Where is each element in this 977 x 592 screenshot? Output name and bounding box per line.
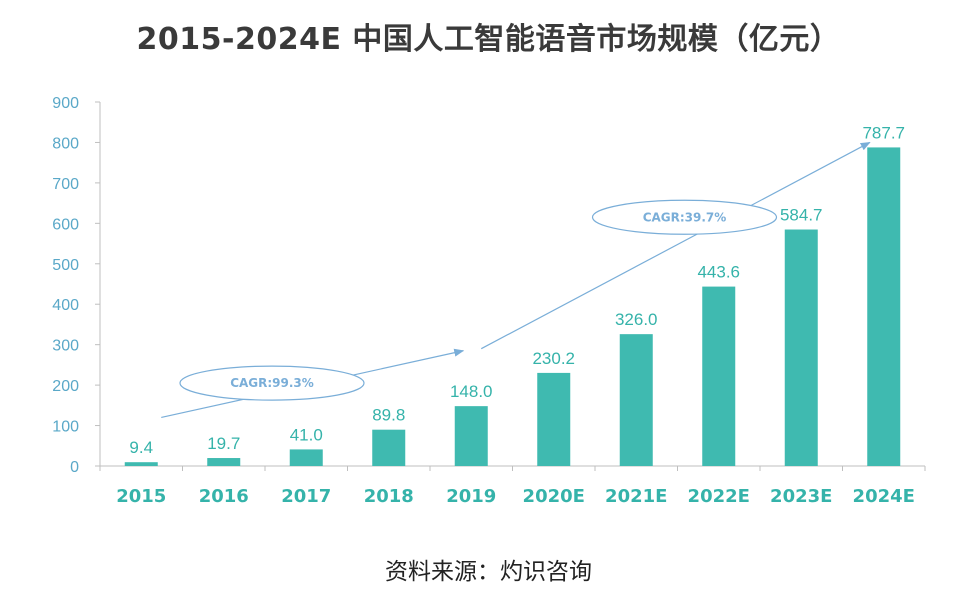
x-tick-label: 2016 <box>199 486 249 507</box>
x-tick-label: 2015 <box>116 486 166 507</box>
cagr-arrow-2 <box>480 141 871 350</box>
data-label: 9.4 <box>129 438 153 457</box>
axes: 0 100 200 300 400 500 600 700 800 900 <box>52 95 926 476</box>
y-tick-label: 800 <box>52 135 79 152</box>
y-tick-label: 200 <box>52 378 79 395</box>
x-tick-label: 2022E <box>688 486 750 507</box>
x-tick-label: 2018 <box>364 486 414 507</box>
cagr-annotations: CAGR:99.3% CAGR:39.7% <box>161 141 871 419</box>
y-tick-label: 400 <box>52 297 79 314</box>
bar-2018 <box>372 429 406 466</box>
data-label: 787.7 <box>862 123 905 142</box>
cagr-ellipse-2 <box>591 199 778 235</box>
y-tick-label: 500 <box>52 257 79 274</box>
bar-2019 <box>454 406 488 466</box>
x-tick-label: 2020E <box>523 486 585 507</box>
bar-2016 <box>207 458 241 466</box>
x-tick-label: 2023E <box>770 486 832 507</box>
y-tick-label: 600 <box>52 216 79 233</box>
bar-2022E <box>702 286 736 466</box>
bar-2024E <box>867 147 901 466</box>
x-tick-label: 2021E <box>605 486 667 507</box>
x-tick-label: 2019 <box>446 486 496 507</box>
cagr-ellipse-1 <box>179 365 365 401</box>
bar-2020E <box>537 372 571 466</box>
y-tick-label: 100 <box>52 419 79 436</box>
data-label: 584.7 <box>780 206 823 225</box>
data-label: 148.0 <box>450 382 493 401</box>
chart-title: 2015-2024E 中国人工智能语音市场规模（亿元） <box>136 22 841 57</box>
y-tick-label: 700 <box>52 176 79 193</box>
data-label: 19.7 <box>207 434 240 453</box>
data-label: 41.0 <box>290 425 323 444</box>
cagr-label-2: CAGR:39.7% <box>643 210 727 224</box>
data-label: 89.8 <box>372 406 405 425</box>
data-label: 326.0 <box>615 310 658 329</box>
bar-2021E <box>619 334 653 466</box>
source-note: 资料来源：灼识咨询 <box>385 559 592 585</box>
bar-2023E <box>784 229 818 466</box>
y-tick-label: 0 <box>70 459 79 476</box>
data-label: 443.6 <box>697 263 740 282</box>
bars: 9.4 2015 19.7 2016 41.0 2017 89.8 2018 148.0 2019… <box>116 123 915 507</box>
bar-2015 <box>124 462 158 466</box>
bar-2017 <box>289 449 323 466</box>
y-tick-label: 900 <box>52 95 79 112</box>
cagr-label-1: CAGR:99.3% <box>230 376 314 390</box>
x-tick-label: 2024E <box>853 486 915 507</box>
y-tick-label: 300 <box>52 338 79 355</box>
x-tick-label: 2017 <box>281 486 331 507</box>
data-label: 230.2 <box>532 349 575 368</box>
